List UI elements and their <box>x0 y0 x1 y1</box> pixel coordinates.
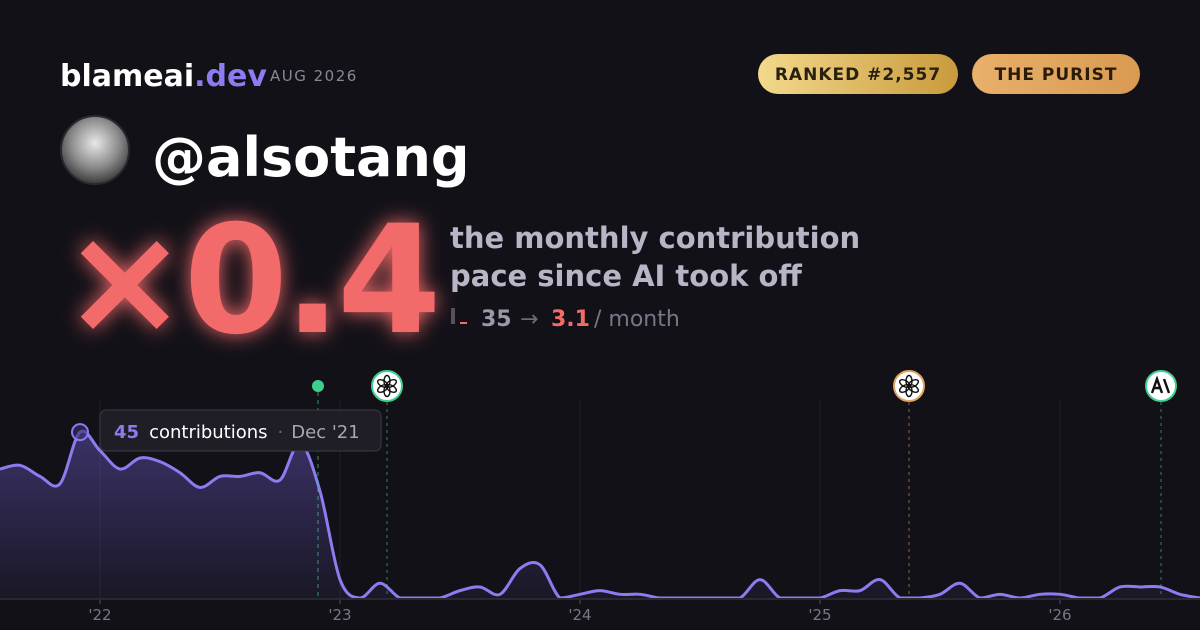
brand-name: blameai <box>60 59 194 94</box>
multiplier: ×0.4 <box>62 194 437 368</box>
chart: '22 '23 '24 '25 '26 45 contributions · Dec '21 <box>0 370 1200 624</box>
highlight-point <box>71 423 89 442</box>
rank-text: RANKED #2,557 <box>775 65 941 85</box>
x-tick-label: '24 <box>568 606 591 624</box>
tooltip-label: contributions <box>149 422 267 443</box>
event-icon-petal <box>376 379 389 388</box>
handle: @alsotang <box>152 126 470 189</box>
x-tick-label: '25 <box>808 606 831 624</box>
event-icon-petal <box>898 379 911 388</box>
period: AUG 2026 <box>270 67 358 85</box>
description-line: the monthly contribution <box>450 221 860 255</box>
mini-icon <box>460 322 467 324</box>
brand: blameai.dev <box>60 59 267 94</box>
tooltip-separator: · <box>278 422 284 443</box>
avatar <box>60 115 130 185</box>
area-fill <box>0 431 1200 598</box>
x-tick-label: '23 <box>328 606 351 624</box>
rank-badge <box>758 54 958 94</box>
line <box>0 429 1200 600</box>
tooltip-value: 45 <box>114 422 139 443</box>
tooltip-date: Dec '21 <box>291 422 359 443</box>
tooltip <box>99 409 382 452</box>
arrow: → <box>520 307 538 332</box>
after-value: 3.1 <box>551 307 590 332</box>
mini-icon <box>451 308 455 324</box>
before-value: 35 <box>481 307 512 332</box>
persona-badge <box>972 54 1140 94</box>
event-icon-glyph <box>1150 375 1171 394</box>
tooltip-text: 45 contributions · Dec '21 <box>114 422 360 443</box>
event-icon <box>1145 370 1177 402</box>
description-line: pace since AI took off <box>450 259 802 293</box>
unit: / month <box>594 307 680 332</box>
event-dot <box>312 380 324 392</box>
brand-suffix: .dev <box>194 59 267 94</box>
x-tick-label: '26 <box>1048 606 1071 624</box>
persona-text: THE PURIST <box>995 65 1118 85</box>
x-tick-label: '22 <box>88 606 111 624</box>
